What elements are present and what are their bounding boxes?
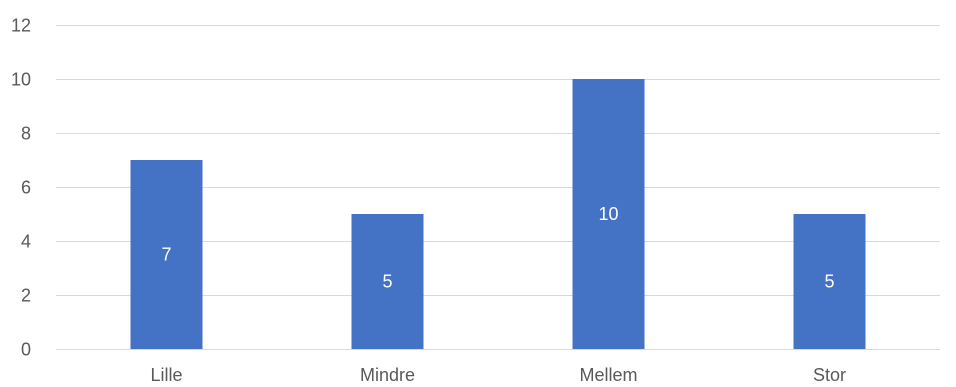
data-label: 7 <box>161 245 171 265</box>
category-label: Lille <box>150 365 182 385</box>
data-label: 5 <box>824 272 834 292</box>
data-labels: 7 5 10 5 <box>161 204 834 292</box>
category-label: Mellem <box>579 365 637 385</box>
y-axis-ticks: 0 2 4 6 8 10 12 <box>11 16 31 360</box>
y-tick-label: 2 <box>21 286 31 306</box>
bar-mellem <box>572 79 645 349</box>
grid-layer <box>56 25 940 350</box>
y-tick-label: 8 <box>21 124 31 144</box>
y-tick-label: 4 <box>21 232 31 252</box>
bar-lille <box>130 160 203 349</box>
y-tick-label: 10 <box>11 70 31 90</box>
bar-mindre <box>351 214 424 349</box>
data-label: 5 <box>382 272 392 292</box>
y-tick-label: 6 <box>21 178 31 198</box>
y-tick-label: 0 <box>21 340 31 360</box>
category-label: Mindre <box>360 365 415 385</box>
bar-stor <box>793 214 866 349</box>
bars <box>130 79 866 349</box>
data-label: 10 <box>598 204 618 224</box>
y-tick-label: 12 <box>11 16 31 36</box>
category-label: Stor <box>813 365 846 385</box>
x-axis-categories: Lille Mindre Mellem Stor <box>150 365 846 385</box>
